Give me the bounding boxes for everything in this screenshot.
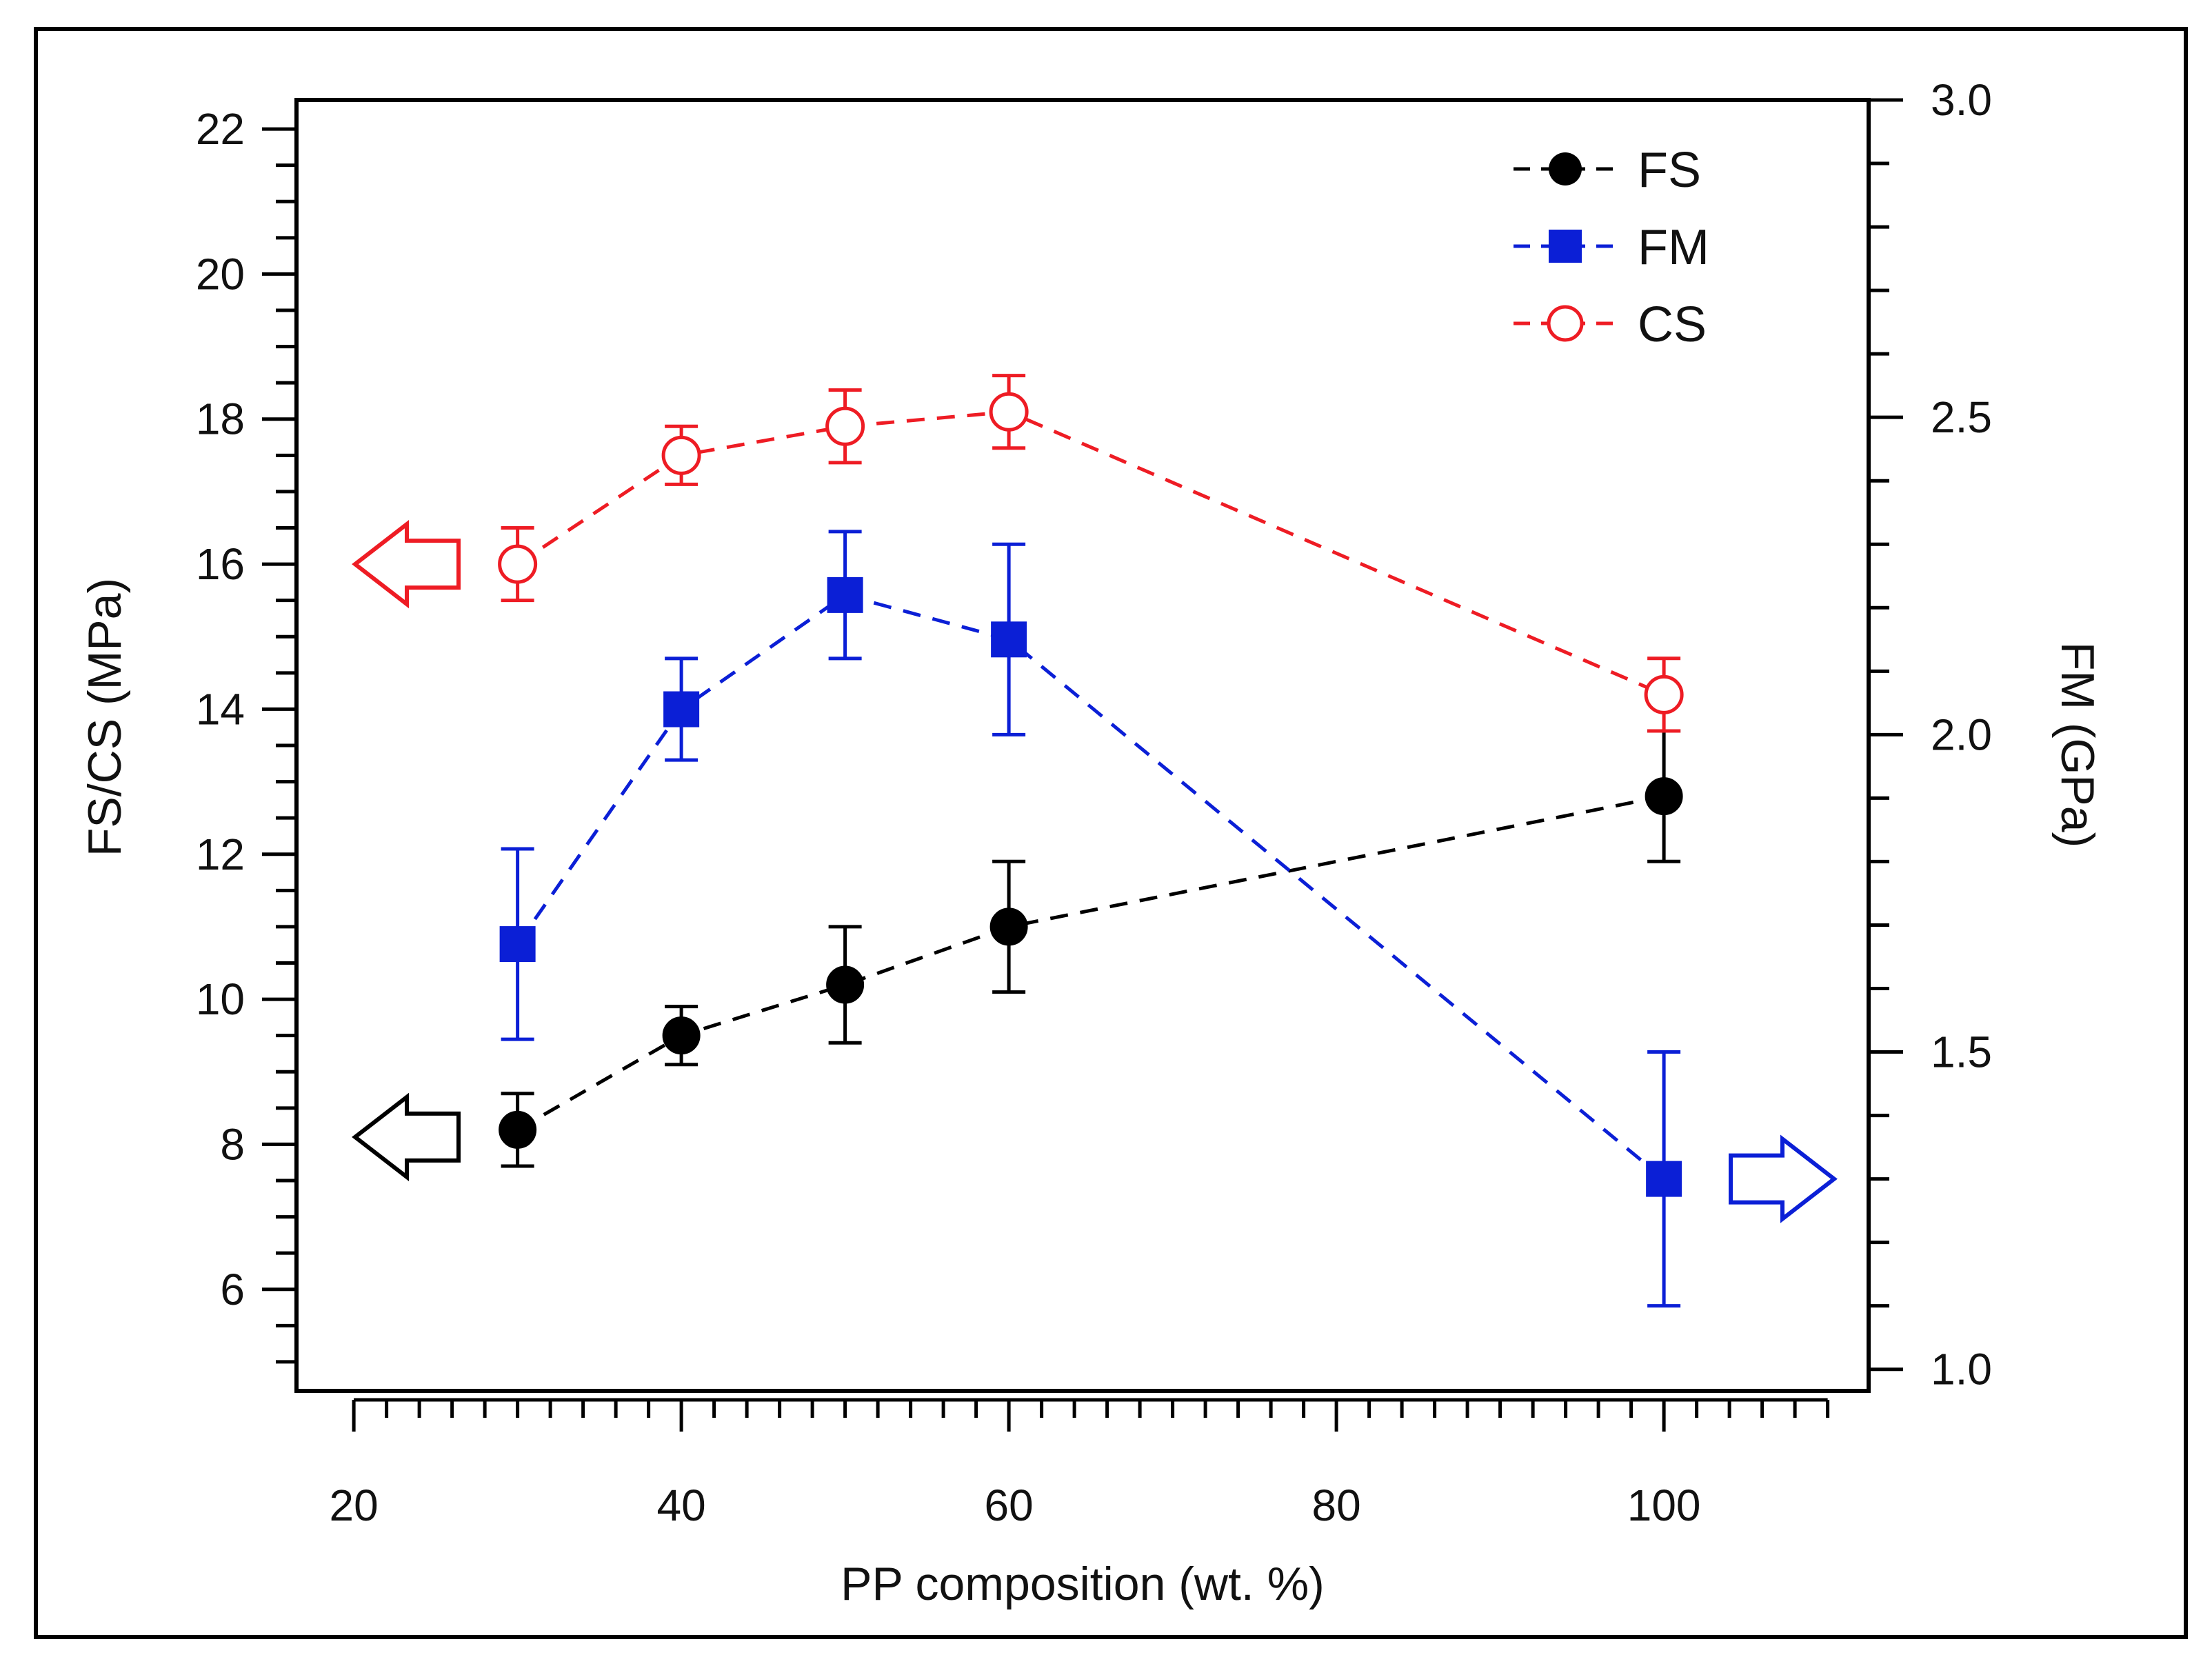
x-tick-label: 100 [1627,1481,1701,1530]
y-left-tick-label: 18 [196,394,245,444]
data-point [499,1110,537,1149]
legend-item-cs: CS [1514,297,1707,352]
data-point [826,965,865,1004]
data-point [827,576,863,613]
x-tick-label: 80 [1312,1481,1361,1530]
legend-item-fs: FS [1514,143,1701,198]
data-point [1645,777,1683,816]
y-right-tick-label: 1.5 [1931,1027,1992,1077]
y-right-tick-label: 2.0 [1931,710,1992,759]
data-point [1644,674,1684,714]
legend-marker [1549,152,1582,185]
data-point [661,435,701,475]
x-axis-title: PP composition (wt. %) [841,1558,1325,1610]
fs-left-axis-arrow [352,1092,461,1182]
fm-right-axis-arrow [1729,1134,1838,1223]
y-left-tick-label: 6 [220,1265,245,1314]
y-right-axis-title: FM (GPa) [2051,642,2104,847]
legend-label: FM [1638,220,1709,275]
y-right-tick-label: 2.5 [1931,392,1992,442]
data-point [825,406,865,446]
series-fm [499,530,1682,1308]
y-left-axis-title: FS/CS (MPa) [79,578,131,856]
figure-frame [34,27,2188,1639]
y-right-tick-label: 3.0 [1931,75,1992,125]
series-layer [498,374,1684,1308]
cs-left-axis-arrow [352,519,461,609]
data-point [989,907,1028,946]
series-cs [498,374,1684,733]
data-point [663,691,700,728]
y-left-tick-label: 10 [196,974,245,1024]
y-left-tick-label: 22 [196,104,245,154]
data-point [662,1016,701,1055]
series-line-fs [516,794,1665,1132]
x-tick-label: 20 [330,1481,379,1530]
data-point [991,621,1027,658]
axes: 20 40 60 80 100 PP composition (wt. %) 6 8 10 12 1… [79,75,2104,1610]
data-point [498,544,538,584]
annotation-layer [352,519,1838,1223]
data-point [989,392,1029,432]
y-left-tick-label: 20 [196,249,245,299]
y-right-tick-label: 1.0 [1931,1345,1992,1394]
x-tick-label: 60 [985,1481,1034,1530]
legend-item-fm: FM [1514,220,1709,275]
legend-label: CS [1638,297,1707,352]
series-fs [499,729,1683,1168]
legend-marker [1549,230,1582,263]
legend-label: FS [1638,143,1701,198]
legend: FS FM CS [1514,143,1709,352]
y-left-tick-label: 16 [196,539,245,589]
y-left-tick-label: 12 [196,830,245,879]
series-line-cs [516,410,1665,696]
legend-marker [1547,305,1584,342]
y-left-tick-label: 8 [220,1119,245,1169]
x-tick-label: 40 [657,1481,706,1530]
data-point [499,926,536,963]
y-left-tick-label: 14 [196,684,245,734]
data-point [1646,1161,1682,1197]
